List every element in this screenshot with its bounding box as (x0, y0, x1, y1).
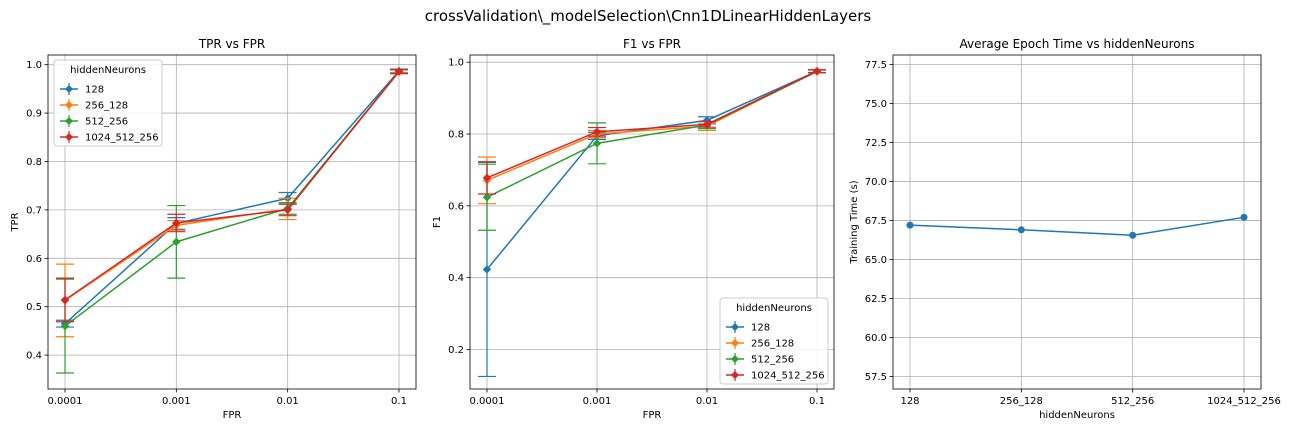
y-axis-label: F1 (432, 216, 443, 228)
x-tick-label: 0.001 (162, 396, 191, 407)
data-point (702, 120, 712, 129)
x-tick-label: 0.1 (809, 396, 825, 407)
figure-suptitle: crossValidation\_modelSelection\Cnn1DLin… (425, 7, 872, 26)
data-point (283, 205, 292, 215)
series-1 (906, 213, 1248, 239)
series-4 (56, 67, 408, 323)
data-point (1017, 226, 1025, 234)
data-point (812, 66, 822, 76)
legend-swatch-marker (65, 101, 73, 109)
chart-title: Average Epoch Time vs hiddenNeurons (960, 37, 1195, 51)
data-point (172, 237, 181, 247)
legend-entry: 256_128 (85, 101, 128, 112)
y-tick-label: 0.7 (26, 205, 42, 216)
legend-swatch-marker (65, 117, 73, 125)
y-tick-label: 0.9 (26, 109, 42, 120)
x-tick-label: 0.0001 (470, 396, 505, 407)
y-tick-label: 0.4 (448, 273, 464, 284)
y-tick-label: 62.5 (865, 294, 887, 305)
legend-swatch-marker (731, 355, 739, 363)
x-tick-label: 1024_512_256 (1207, 396, 1281, 407)
x-tick-label: 512_256 (1111, 396, 1154, 407)
y-tick-label: 0.4 (26, 351, 42, 362)
data-point (60, 295, 70, 305)
y-axis-label: Training Time (s) (849, 180, 860, 264)
legend-entry: 512_256 (751, 355, 794, 366)
legend-swatch-marker (731, 339, 739, 347)
data-point (1240, 213, 1248, 221)
legend-swatch-marker (731, 371, 739, 379)
y-tick-label: 0.5 (26, 302, 42, 313)
legend-swatch-marker (65, 133, 73, 141)
x-tick-label: 128 (900, 396, 919, 407)
axes-frame (892, 54, 1262, 390)
series-line (64, 70, 400, 325)
x-tick-label: 0.01 (277, 396, 299, 407)
series-line (909, 216, 1245, 237)
chart-title: F1 vs FPR (623, 37, 681, 51)
y-tick-label: 77.5 (865, 60, 887, 71)
legend-entry: 128 (751, 323, 770, 334)
x-tick-label: 0.01 (696, 396, 718, 407)
data-point (482, 173, 492, 183)
legend: hiddenNeurons 128 256_128 512_256 1024_512_2… (719, 297, 829, 385)
series-2 (478, 66, 826, 205)
series-line (486, 70, 818, 270)
legend-box (719, 297, 829, 385)
x-tick-label: 0.0001 (48, 396, 83, 407)
series-4 (478, 66, 826, 195)
legend-entry: 256_128 (751, 339, 794, 350)
legend-entry: 512_256 (85, 117, 128, 128)
y-axis-label: TPR (10, 212, 21, 232)
y-tick-label: 1.0 (26, 60, 42, 71)
data-point (592, 139, 602, 148)
y-tick-label: 0.8 (448, 130, 464, 141)
legend-entry: 1024_512_256 (751, 371, 825, 382)
legend: hiddenNeurons 128 256_128 512_256 1024_512_2… (53, 59, 163, 147)
legend-swatch-marker (65, 85, 73, 93)
y-tick-label: 0.2 (448, 345, 464, 356)
legend-title: hiddenNeurons (70, 65, 146, 76)
legend-title: hiddenNeurons (736, 303, 812, 314)
x-tick-label: 256_128 (1000, 396, 1043, 407)
y-tick-label: 1.0 (448, 58, 464, 69)
data-point (906, 221, 914, 229)
x-tick-label: 0.001 (583, 396, 612, 407)
series-line (486, 70, 818, 179)
legend-entry: 128 (85, 85, 104, 96)
data-point (394, 67, 404, 76)
x-axis-label: FPR (223, 410, 242, 421)
data-point (172, 218, 181, 228)
series-line (486, 70, 818, 182)
legend-box (53, 59, 163, 147)
data-point (60, 321, 70, 331)
data-point (592, 127, 602, 137)
y-tick-label: 65.0 (865, 255, 887, 266)
y-tick-label: 0.6 (448, 201, 464, 212)
chart-panel-1: 0.0001 0.001 0.01 0.1 0.4 0.5 0.6 0.7 0.8 0.9 1.0 T… (10, 37, 417, 421)
legend-entry: 1024_512_256 (85, 133, 159, 144)
axes-frame (47, 54, 417, 390)
y-tick-label: 0.6 (26, 254, 42, 265)
data-point (482, 193, 492, 202)
y-tick-label: 67.5 (865, 216, 887, 227)
axes-frame (469, 54, 835, 390)
legend-swatch-marker (731, 323, 739, 331)
y-tick-label: 75.0 (865, 99, 887, 110)
y-tick-label: 72.5 (865, 138, 887, 149)
y-tick-label: 57.5 (865, 372, 887, 383)
y-tick-label: 70.0 (865, 177, 887, 188)
y-tick-label: 60.0 (865, 333, 887, 344)
x-axis-label: hiddenNeurons (1039, 410, 1115, 421)
x-axis-label: FPR (643, 410, 662, 421)
x-tick-label: 0.1 (391, 396, 407, 407)
chart-panel-2: 0.0001 0.001 0.01 0.1 0.2 0.4 0.6 0.8 1.0 F1 vs F… (432, 37, 835, 421)
chart-title: TPR vs FPR (198, 37, 265, 51)
data-point (1129, 231, 1137, 239)
y-tick-label: 0.8 (26, 157, 42, 168)
data-point (482, 265, 492, 274)
chart-panel-3: 128 256_128 512_256 1024_512_256 57.5 60.0 62.… (849, 37, 1281, 421)
series-line (64, 70, 400, 301)
